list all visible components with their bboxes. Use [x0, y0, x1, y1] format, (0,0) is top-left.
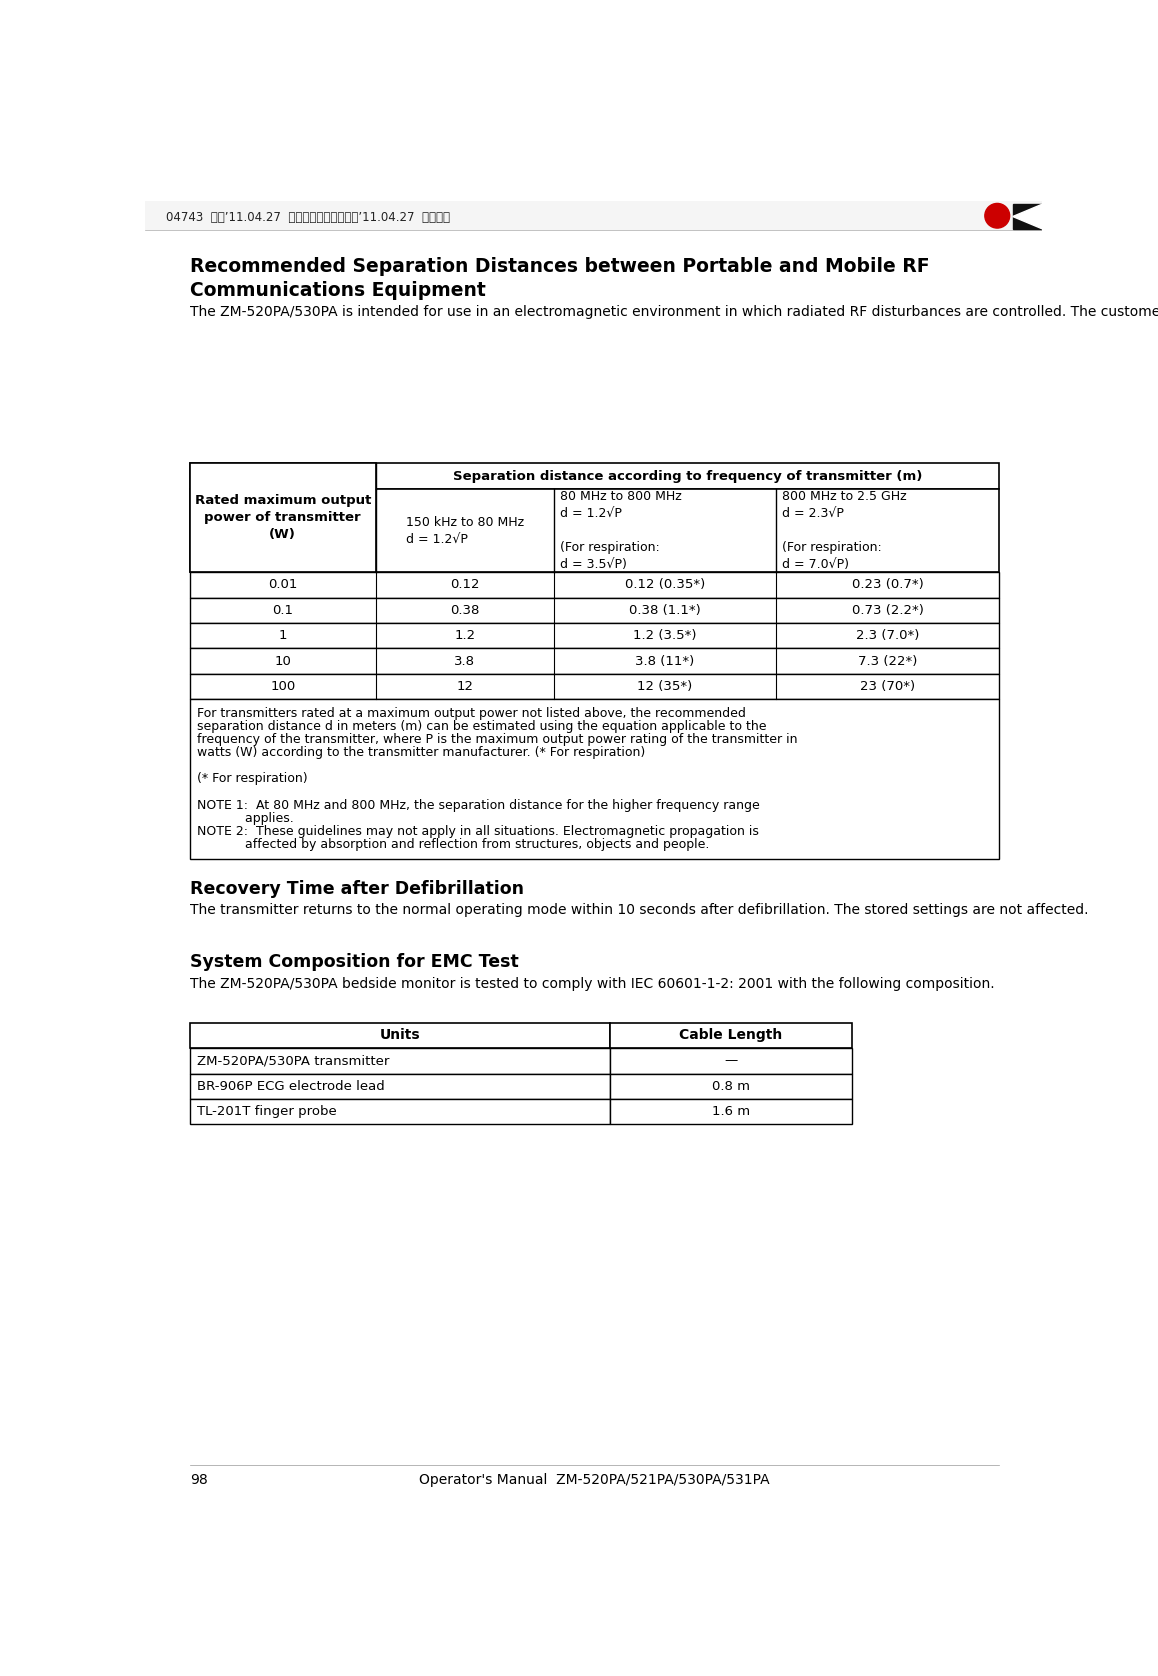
- Text: 1: 1: [278, 628, 287, 642]
- Text: System Composition for EMC Test: System Composition for EMC Test: [190, 954, 519, 972]
- Text: 800 MHz to 2.5 GHz
d = 2.3√P

(For respiration:
d = 7.0√P): 800 MHz to 2.5 GHz d = 2.3√P (For respir…: [783, 489, 907, 572]
- Bar: [190, 1099, 610, 1125]
- Text: 0.73 (2.2*): 0.73 (2.2*): [851, 603, 923, 617]
- Bar: [610, 1048, 852, 1074]
- Bar: [190, 1048, 610, 1074]
- Bar: [145, 201, 1042, 230]
- Text: NOTE 1:  At 80 MHz and 800 MHz, the separation distance for the higher frequency: NOTE 1: At 80 MHz and 800 MHz, the separ…: [197, 799, 760, 811]
- Text: 12 (35*): 12 (35*): [637, 680, 692, 694]
- Text: 0.12 (0.35*): 0.12 (0.35*): [625, 578, 705, 592]
- Circle shape: [984, 203, 1010, 228]
- Bar: [610, 1022, 852, 1048]
- Polygon shape: [1013, 204, 1042, 230]
- Text: (* For respiration): (* For respiration): [197, 773, 307, 786]
- Text: 23 (70*): 23 (70*): [860, 680, 915, 694]
- Text: 0.23 (0.7*): 0.23 (0.7*): [851, 578, 923, 592]
- Bar: [190, 674, 999, 699]
- Text: NOTE 2:  These guidelines may not apply in all situations. Electromagnetic propa: NOTE 2: These guidelines may not apply i…: [197, 825, 758, 838]
- Text: Cable Length: Cable Length: [680, 1029, 783, 1042]
- Text: Units: Units: [380, 1029, 420, 1042]
- Text: —: —: [725, 1054, 738, 1068]
- Text: 0.8 m: 0.8 m: [712, 1079, 750, 1093]
- Text: Rated maximum output
power of transmitter
(W): Rated maximum output power of transmitte…: [195, 494, 371, 541]
- Text: 1.2: 1.2: [454, 628, 475, 642]
- Text: applies.: applies.: [197, 811, 293, 825]
- Text: Operator's Manual  ZM-520PA/521PA/530PA/531PA: Operator's Manual ZM-520PA/521PA/530PA/5…: [419, 1473, 770, 1487]
- Text: 0.1: 0.1: [272, 603, 293, 617]
- Text: 3.8 (11*): 3.8 (11*): [636, 655, 695, 667]
- Text: 150 kHz to 80 MHz
d = 1.2√P: 150 kHz to 80 MHz d = 1.2√P: [405, 516, 523, 546]
- Text: Recommended Separation Distances between Portable and Mobile RF
Communications E: Recommended Separation Distances between…: [190, 256, 930, 300]
- Text: For transmitters rated at a maximum output power not listed above, the recommend: For transmitters rated at a maximum outp…: [197, 707, 746, 721]
- Text: TL-201T finger probe: TL-201T finger probe: [198, 1104, 337, 1118]
- Text: The ZM-520PA/530PA is intended for use in an electromagnetic environment in whic: The ZM-520PA/530PA is intended for use i…: [190, 305, 1158, 318]
- Text: 2.3 (7.0*): 2.3 (7.0*): [856, 628, 919, 642]
- Text: 0.38 (1.1*): 0.38 (1.1*): [629, 603, 701, 617]
- Text: 0.12: 0.12: [450, 578, 479, 592]
- Text: affected by absorption and reflection from structures, objects and people.: affected by absorption and reflection fr…: [197, 838, 709, 851]
- Bar: [190, 699, 999, 858]
- Bar: [190, 649, 999, 674]
- Bar: [190, 1074, 610, 1099]
- Text: Separation distance according to frequency of transmitter (m): Separation distance according to frequen…: [453, 469, 922, 483]
- Text: 04743  作成’11.04.27  阴山　悠己　　　承認’11.04.27  真柄　瞧: 04743 作成’11.04.27 阴山 悠己 承認’11.04.27 真柄 瞧: [167, 211, 450, 225]
- Text: The transmitter returns to the normal operating mode within 10 seconds after def: The transmitter returns to the normal op…: [190, 903, 1089, 917]
- Text: frequency of the transmitter, where P is the maximum output power rating of the : frequency of the transmitter, where P is…: [197, 732, 797, 746]
- Bar: [190, 572, 999, 598]
- Text: Recovery Time after Defibrillation: Recovery Time after Defibrillation: [190, 880, 523, 898]
- Text: 0.01: 0.01: [267, 578, 298, 592]
- Text: watts (W) according to the transmitter manufacturer. (* For respiration): watts (W) according to the transmitter m…: [197, 746, 645, 759]
- Bar: [190, 489, 999, 572]
- Text: 1.6 m: 1.6 m: [712, 1104, 750, 1118]
- Text: 98: 98: [190, 1473, 207, 1487]
- Text: separation distance d in meters (m) can be estimated using the equation applicab: separation distance d in meters (m) can …: [197, 721, 767, 732]
- Bar: [610, 1099, 852, 1125]
- Text: 12: 12: [456, 680, 474, 694]
- Bar: [190, 463, 999, 489]
- Bar: [190, 463, 376, 572]
- Text: 3.8: 3.8: [454, 655, 475, 667]
- Bar: [190, 623, 999, 649]
- Text: 0.38: 0.38: [450, 603, 479, 617]
- Text: 80 MHz to 800 MHz
d = 1.2√P

(For respiration:
d = 3.5√P): 80 MHz to 800 MHz d = 1.2√P (For respira…: [560, 489, 682, 572]
- Bar: [190, 1022, 610, 1048]
- Bar: [190, 598, 999, 623]
- Text: 100: 100: [270, 680, 295, 694]
- Text: 7.3 (22*): 7.3 (22*): [858, 655, 917, 667]
- Text: The ZM-520PA/530PA bedside monitor is tested to comply with IEC 60601-1-2: 2001 : The ZM-520PA/530PA bedside monitor is te…: [190, 977, 995, 991]
- Polygon shape: [1013, 204, 1042, 230]
- Text: 10: 10: [274, 655, 291, 667]
- Text: ZM-520PA/530PA transmitter: ZM-520PA/530PA transmitter: [198, 1054, 390, 1068]
- Text: BR-906P ECG electrode lead: BR-906P ECG electrode lead: [198, 1079, 386, 1093]
- Text: 1.2 (3.5*): 1.2 (3.5*): [633, 628, 697, 642]
- Bar: [610, 1074, 852, 1099]
